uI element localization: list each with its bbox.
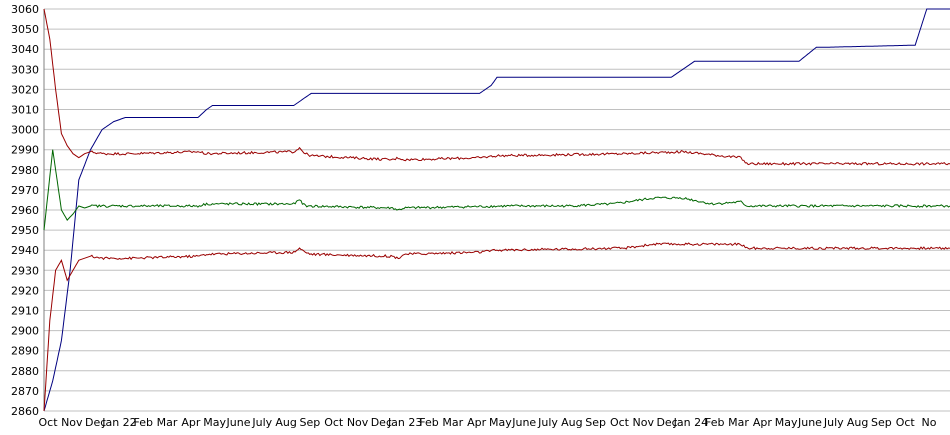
y-tick-label: 3040 — [11, 43, 39, 56]
x-tick-label: June — [511, 416, 536, 429]
series-line-1 — [43, 8, 950, 412]
y-tick-label: 2980 — [11, 164, 39, 177]
y-tick-label: 3010 — [11, 104, 39, 117]
x-tick-label: Feb — [419, 416, 438, 429]
x-tick-label: No — [922, 416, 937, 429]
x-tick-label: July — [251, 416, 272, 429]
x-tick-label: May — [489, 416, 512, 429]
series-group — [43, 8, 950, 412]
series-line-3 — [43, 149, 950, 231]
x-tick-label: Aug — [561, 416, 582, 429]
x-tick-label: July — [537, 416, 558, 429]
x-tick-label: Aug — [275, 416, 296, 429]
x-tick-label: Oct — [610, 416, 630, 429]
x-tick-label: Nov — [61, 416, 83, 429]
x-tick-label: Nov — [633, 416, 655, 429]
x-tick-label: July — [823, 416, 844, 429]
x-tick-label: Mar — [442, 416, 463, 429]
y-tick-label: 2910 — [11, 305, 39, 318]
x-tick-label: Sep — [871, 416, 892, 429]
x-tick-label: Mar — [728, 416, 749, 429]
x-tick-label: Feb — [705, 416, 724, 429]
x-tick-label: Feb — [134, 416, 153, 429]
y-tick-label: 2880 — [11, 365, 39, 378]
y-tick-label: 3050 — [11, 23, 39, 36]
x-tick-label: June — [226, 416, 251, 429]
x-tick-label: Apr — [181, 416, 201, 429]
x-tick-label: Mar — [157, 416, 178, 429]
x-tick-label: Sep — [585, 416, 606, 429]
y-tick-label: 2950 — [11, 224, 39, 237]
y-tick-label: 2930 — [11, 264, 39, 277]
grid-lines — [44, 8, 950, 412]
y-tick-label: 2900 — [11, 325, 39, 338]
y-tick-label: 2870 — [11, 385, 39, 398]
y-tick-label: 3060 — [11, 3, 39, 16]
y-tick-label: 3030 — [11, 63, 39, 76]
x-tick-label: Oct — [896, 416, 916, 429]
x-tick-label: Dec — [371, 416, 392, 429]
x-tick-label: Jan 23 — [387, 416, 422, 429]
y-tick-label: 2860 — [11, 405, 39, 418]
y-tick-label: 3000 — [11, 124, 39, 137]
y-tick-label: 2890 — [11, 345, 39, 358]
x-tick-label: Apr — [467, 416, 487, 429]
x-tick-label: Jan 24 — [673, 416, 708, 429]
x-tick-label: Dec — [85, 416, 106, 429]
x-tick-label: Dec — [656, 416, 677, 429]
y-tick-label: 2940 — [11, 244, 39, 257]
y-tick-label: 3020 — [11, 83, 39, 96]
x-tick-label: June — [797, 416, 822, 429]
x-tick-label: Nov — [347, 416, 369, 429]
y-tick-label: 2990 — [11, 144, 39, 157]
y-tick-label: 2960 — [11, 204, 39, 217]
series-line-4 — [43, 242, 950, 412]
y-tick-label: 2970 — [11, 184, 39, 197]
x-tick-label: May — [775, 416, 798, 429]
series-line-2 — [43, 8, 950, 166]
x-tick-label: Sep — [300, 416, 321, 429]
y-axis: 2860 2870 2880 2890 2900 2910 2920 2930 2940 2950… — [11, 3, 45, 418]
x-tick-label: May — [203, 416, 226, 429]
x-tick-label: Oct — [324, 416, 344, 429]
x-tick-label: Aug — [847, 416, 868, 429]
x-tick-label: Jan 22 — [101, 416, 136, 429]
y-tick-label: 2920 — [11, 284, 39, 297]
x-tick-label: Apr — [753, 416, 773, 429]
x-tick-label: Oct — [38, 416, 58, 429]
